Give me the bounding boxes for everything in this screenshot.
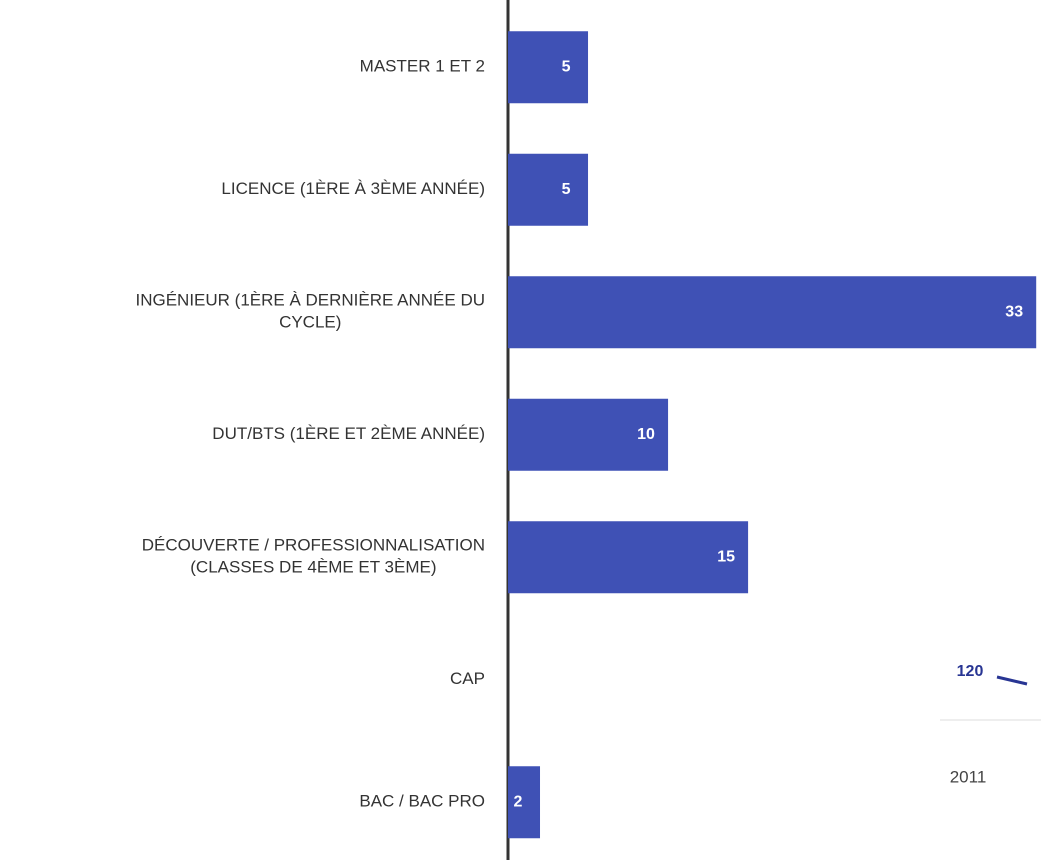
- value-label: 15: [717, 548, 735, 565]
- value-label: 120: [957, 663, 984, 680]
- value-label: 5: [562, 181, 571, 198]
- line-segment: [996, 675, 1028, 686]
- bar: [508, 766, 541, 839]
- category-label: (CLASSES DE 4ÈME ET 3ÈME): [190, 558, 436, 577]
- bar: [508, 276, 1037, 349]
- value-label: 33: [1005, 303, 1023, 320]
- category-label: CAP: [450, 669, 485, 688]
- category-label: DUT/BTS (1ÈRE ET 2ÈME ANNÉE): [212, 424, 485, 443]
- value-label: 5: [562, 58, 571, 75]
- category-label: INGÉNIEUR (1ÈRE À DERNIÈRE ANNÉE DU: [135, 291, 485, 310]
- value-label: 10: [637, 426, 655, 443]
- category-label: LICENCE (1ÈRE À 3ÈME ANNÉE): [221, 179, 485, 198]
- category-label: DÉCOUVERTE / PROFESSIONNALISATION: [142, 536, 485, 555]
- category-label: CYCLE): [279, 313, 341, 332]
- category-label: BAC / BAC PRO: [359, 792, 485, 811]
- x-tick-label: 2011: [950, 767, 987, 786]
- bar: [508, 398, 669, 471]
- bar: [508, 153, 589, 226]
- category-label: MASTER 1 ET 2: [360, 57, 485, 76]
- bar: [508, 521, 749, 594]
- value-label: 2: [514, 793, 523, 810]
- bar: [508, 31, 589, 104]
